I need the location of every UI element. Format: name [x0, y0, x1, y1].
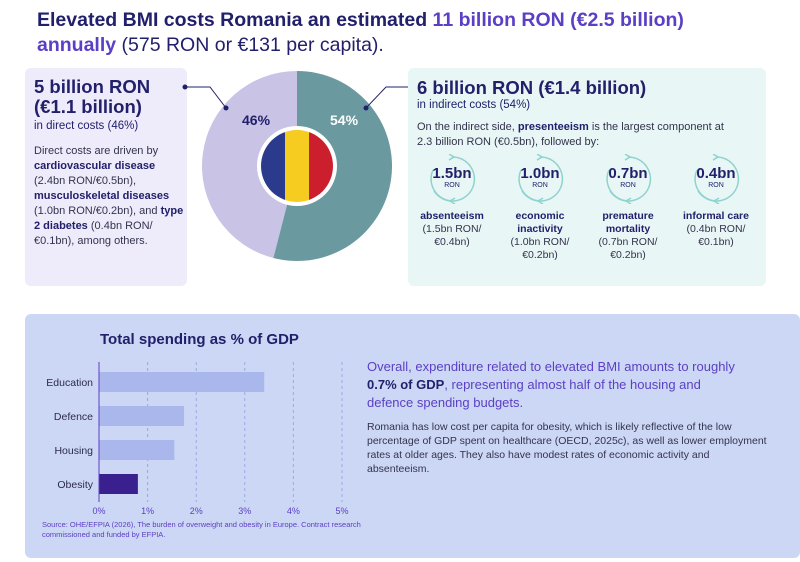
- direct-costs-card: 5 billion RON (€1.1 billion) in direct c…: [25, 68, 187, 286]
- indirect-amount: (0.7bn RON/ €0.2bn): [598, 236, 658, 261]
- summary-text-1: Overall, expenditure related to elevated…: [367, 359, 735, 374]
- headline: Elevated BMI costs Romania an estimated …: [37, 8, 777, 58]
- summary-text: Overall, expenditure related to elevated…: [367, 358, 747, 412]
- direct-text-1: Direct costs are driven by: [34, 145, 159, 157]
- x-tick-label: 0%: [92, 506, 105, 514]
- indirect-costs-title: 6 billion RON (€1.4 billion): [417, 77, 647, 98]
- donut-segment-direct: [202, 71, 297, 259]
- indirect-unit: RON: [620, 182, 636, 189]
- bar-obesity: [99, 474, 138, 494]
- leader-end-indirect: [363, 105, 369, 111]
- indirect-unit: RON: [444, 182, 460, 189]
- x-tick-label: 4%: [287, 506, 300, 514]
- indirect-amount: (0.4bn RON/ €0.1bn): [686, 223, 746, 248]
- direct-title-line1: 5 billion RON: [34, 76, 151, 97]
- detail-text: Romania has low cost per capita for obes…: [367, 421, 767, 475]
- headline-total: 11 billion RON (€2.5 billion): [432, 9, 684, 31]
- x-tick-label: 5%: [335, 506, 348, 514]
- bar-defence: [99, 406, 185, 426]
- direct-cardiovascular: cardiovascular disease: [34, 160, 156, 172]
- bar-education: [99, 372, 265, 392]
- direct-costs-description: Direct costs are driven by cardiovascula…: [34, 144, 186, 249]
- direct-costs-subtitle: in direct costs (46%): [34, 120, 139, 132]
- indirect-intro-1: On the indirect side,: [417, 121, 518, 133]
- indirect-costs-intro: On the indirect side, presenteeism is th…: [417, 120, 737, 150]
- indirect-amount: (1.5bn RON/ €0.4bn): [422, 223, 482, 248]
- cost-split-donut: 46% 54%: [202, 71, 392, 261]
- leader-end-direct: [223, 105, 229, 111]
- indirect-unit: RON: [532, 182, 548, 189]
- indirect-item-absenteeism: 1.5bn RON absenteeism (1.5bn RON/ €0.4bn…: [408, 154, 496, 249]
- indirect-unit: RON: [708, 182, 724, 189]
- summary-gdp-share: 0.7% of GDP: [367, 377, 445, 392]
- headline-per-capita: (575 RON or €131 per capita).: [116, 34, 384, 56]
- headline-text-1: Elevated BMI costs Romania an estimated: [37, 9, 433, 31]
- cycle-icon: 1.0bn RON: [515, 154, 565, 204]
- x-tick-label: 1%: [141, 506, 154, 514]
- direct-title-line2: (€1.1 billion): [34, 96, 142, 117]
- indirect-name: economic inactivity: [515, 210, 565, 235]
- indirect-value: 0.7bn: [608, 165, 648, 182]
- direct-diabetes: type 2 diabetes: [34, 205, 184, 232]
- donut-label-direct: 46%: [242, 112, 271, 128]
- indirect-presenteeism: presenteeism: [517, 121, 589, 133]
- indirect-item-premature-mortality: 0.7bn RON premature mortality (0.7bn RON…: [584, 154, 672, 262]
- indirect-value: 0.4bn: [696, 165, 736, 182]
- indirect-intro-2: is the largest component at 2.3 billion …: [417, 121, 724, 148]
- indirect-item-economic-inactivity: 1.0bn RON economic inactivity (1.0bn RON…: [496, 154, 584, 262]
- direct-text-4: (0.4bn RON/€0.1bn), among others.: [34, 220, 153, 247]
- indirect-costs-subtitle: in indirect costs (54%): [417, 99, 531, 111]
- summary-text-2: , representing almost half of the housin…: [367, 377, 701, 410]
- category-label: Obesity: [57, 479, 93, 491]
- x-tick-label: 2%: [190, 506, 203, 514]
- indirect-value: 1.5bn: [432, 165, 472, 182]
- category-label: Defence: [54, 411, 93, 423]
- category-label: Housing: [54, 445, 93, 457]
- bar-housing: [99, 440, 175, 460]
- indirect-costs-card: 6 billion RON (€1.4 billion) in indirect…: [408, 68, 766, 286]
- cycle-icon: 0.4bn RON: [691, 154, 741, 204]
- indirect-value: 1.0bn: [520, 165, 560, 182]
- indirect-name: informal care: [683, 210, 749, 222]
- donut-label-indirect: 54%: [330, 112, 359, 128]
- x-tick-label: 3%: [238, 506, 251, 514]
- leader-line-indirect: [365, 86, 411, 109]
- category-label: Education: [46, 377, 93, 389]
- direct-costs-title: 5 billion RON (€1.1 billion): [34, 77, 187, 117]
- source-note: Source: OHE/EFPIA (2026), The burden of …: [42, 520, 361, 539]
- direct-text-3: (1.0bn RON/€0.2bn), and: [34, 205, 161, 217]
- direct-musculoskeletal: musculoskeletal diseases: [34, 190, 170, 202]
- headline-annually: annually: [37, 34, 117, 56]
- cycle-icon: 1.5bn RON: [427, 154, 477, 204]
- indirect-name: premature mortality: [602, 210, 654, 235]
- indirect-item-informal-care: 0.4bn RON informal care (0.4bn RON/ €0.1…: [672, 154, 760, 249]
- gdp-spending-panel: Total spending as % of GDP 0% 1% 2% 3% 4% 5% E…: [25, 314, 800, 558]
- chart-title: Total spending as % of GDP: [100, 331, 299, 348]
- indirect-name: absenteeism: [420, 210, 484, 222]
- direct-text-2: (2.4bn RON/€0.5bn),: [34, 175, 137, 187]
- leader-dot-direct: [182, 84, 188, 90]
- cycle-icon: 0.7bn RON: [603, 154, 653, 204]
- indirect-amount: (1.0bn RON/ €0.2bn): [510, 236, 570, 261]
- gdp-bar-chart: 0% 1% 2% 3% 4% 5% Education Defence Housing Obesi…: [46, 362, 349, 514]
- leader-line-direct: [185, 86, 227, 109]
